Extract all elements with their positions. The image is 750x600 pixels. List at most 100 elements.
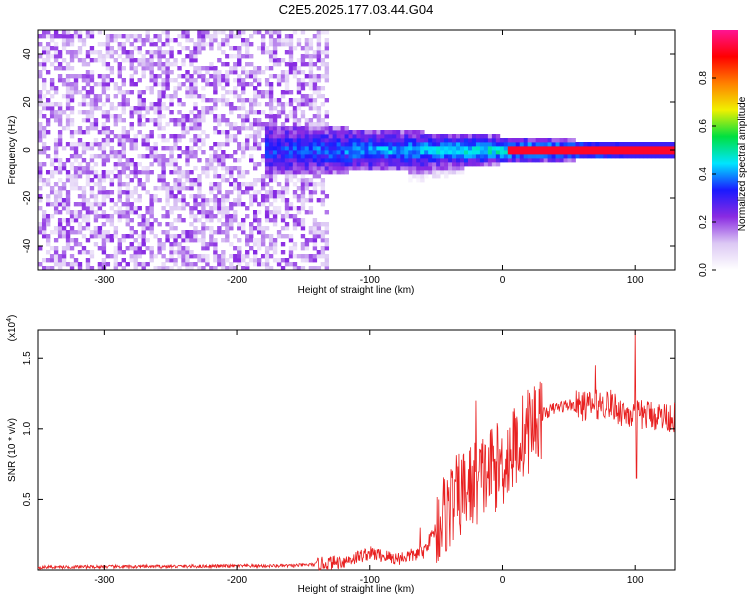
spectrogram-cell — [300, 182, 306, 187]
spectrogram-cell — [181, 174, 186, 179]
spectrogram-cell — [69, 154, 75, 159]
spectrogram-cell — [233, 158, 238, 163]
spectrogram-cell — [268, 234, 274, 239]
spectrogram-cell — [396, 134, 401, 139]
spectrogram-cell — [300, 150, 306, 155]
spectrogram-cell — [308, 266, 314, 271]
spectrogram-cell — [463, 134, 469, 139]
spectrogram-cell — [296, 150, 302, 155]
spectrogram-cell — [308, 86, 314, 91]
spectrogram-cell — [296, 222, 302, 227]
spectrogram-cell — [149, 58, 154, 63]
spectrogram-cell — [93, 50, 99, 55]
spectrogram-cell — [507, 146, 513, 151]
spectrogram-cell — [316, 170, 322, 175]
spectrogram-cell — [73, 154, 79, 159]
spectrogram-cell — [531, 146, 537, 151]
spectrogram-cell — [57, 258, 63, 263]
spectrogram-cell — [69, 254, 75, 259]
spectrogram-cell — [69, 210, 75, 215]
spectrogram-cell — [65, 74, 71, 79]
spectrogram-cell — [324, 170, 330, 175]
spectrogram-cell — [38, 98, 43, 103]
spectrogram-cell — [515, 138, 521, 143]
spectrogram-cell — [133, 46, 138, 51]
spectrogram-cell — [555, 154, 560, 159]
spectrogram-cell — [77, 58, 83, 63]
spectrogram-cell — [141, 214, 146, 219]
spectrogram-cell — [539, 154, 545, 159]
spectrogram-cell — [241, 222, 246, 227]
spectrogram-cell — [284, 202, 290, 207]
spectrogram-cell — [655, 154, 660, 159]
spectrogram-cell — [149, 130, 154, 135]
spectrogram-cell — [85, 126, 91, 131]
spectrogram-cell — [213, 230, 218, 235]
spectrogram-cell — [89, 250, 95, 255]
spectrogram-cell — [65, 158, 71, 163]
spectrogram-cell — [260, 230, 266, 235]
spectrogram-cell — [324, 130, 330, 135]
spectrogram-cell — [193, 82, 198, 87]
spectrogram-cell — [292, 74, 298, 79]
spectrogram-cell — [65, 230, 71, 235]
spectrogram-cell — [125, 206, 130, 211]
spectrogram-cell — [121, 210, 126, 215]
spectrogram-cell — [308, 238, 314, 243]
spectrogram-cell — [245, 54, 250, 59]
spectrogram-cell — [479, 138, 485, 143]
spectrogram-cell — [209, 218, 214, 223]
spectrogram-cell — [639, 150, 644, 155]
spectrogram-cell — [300, 218, 306, 223]
spectrogram-cell — [169, 154, 174, 159]
spectrogram-cell — [229, 226, 234, 231]
spectrogram-cell — [129, 78, 134, 83]
spectrogram-cell — [368, 158, 373, 163]
spectrogram-cell — [229, 182, 234, 187]
spectrogram-cell — [256, 118, 262, 123]
spectrogram-cell — [296, 166, 302, 171]
spectrogram-cell — [149, 222, 154, 227]
spectrogram-cell — [348, 134, 353, 139]
spectrogram-cell — [436, 174, 441, 179]
spectrogram-cell — [185, 174, 190, 179]
spectrogram-cell — [213, 38, 218, 43]
spectrogram-cell — [109, 238, 115, 243]
spectrogram-cell — [153, 146, 158, 151]
spectrogram-cell — [125, 194, 130, 199]
spectrogram-cell — [320, 126, 326, 131]
spectrogram-cell — [463, 158, 469, 163]
spectrogram-cell — [53, 166, 59, 171]
spectrogram-cell — [141, 70, 146, 75]
spectrogram-cell — [376, 162, 381, 167]
spectrogram-cell — [440, 142, 445, 147]
spectrogram-cell — [245, 250, 250, 255]
spectrogram-cell — [316, 94, 322, 99]
spectrogram-cell — [161, 30, 166, 35]
spectrogram-cell — [308, 230, 314, 235]
spectrogram-cell — [288, 54, 294, 59]
spectrogram-cell — [260, 238, 266, 243]
spectrogram-cell — [388, 130, 393, 135]
spectrogram-cell — [173, 134, 178, 139]
spectrogram-cell — [336, 138, 341, 143]
spectrogram-cell — [201, 110, 206, 115]
spectrogram-cell — [631, 154, 636, 159]
spectrogram-cell — [89, 230, 95, 235]
spectrogram-cell — [256, 222, 262, 227]
spectrogram-cell — [133, 198, 138, 203]
spectrogram-cell — [304, 258, 310, 263]
spectrogram-cell — [364, 162, 369, 167]
spectrogram-cell — [177, 82, 182, 87]
spectrogram-cell — [595, 146, 600, 151]
spectrogram-cell — [149, 118, 154, 123]
spectrogram-cell — [436, 142, 441, 147]
spectrogram-cell — [635, 146, 640, 151]
spectrogram-cell — [249, 54, 254, 59]
spectrogram-cell — [57, 114, 63, 119]
spectrogram-cell — [101, 78, 107, 83]
spectrogram-cell — [237, 182, 242, 187]
spectrogram-cell — [65, 118, 71, 123]
spectrogram-cell — [308, 206, 314, 211]
spectrogram-cell — [324, 150, 330, 155]
